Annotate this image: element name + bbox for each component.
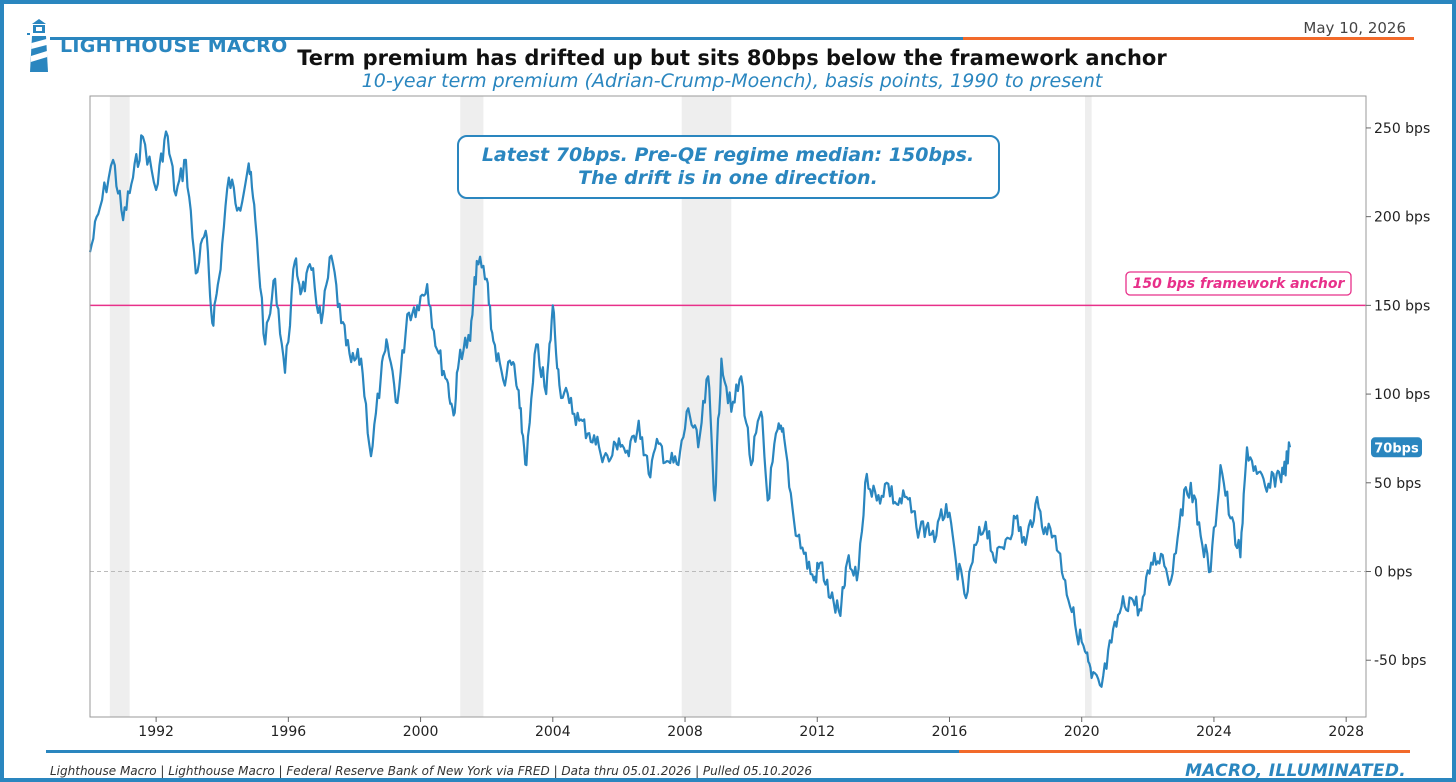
footer-rule-blue xyxy=(46,750,959,753)
annotation-box: Latest 70bps. Pre-QE regime median: 150b… xyxy=(457,135,1000,199)
x-tick-label: 2020 xyxy=(1064,724,1100,740)
x-tick-label: 2016 xyxy=(932,724,968,740)
footer-rule-orange xyxy=(959,750,1410,753)
x-tick-label: 2012 xyxy=(799,724,835,740)
y-tick-label: -50 bps xyxy=(1374,653,1426,669)
y-tick-label: 150 bps xyxy=(1374,298,1430,314)
x-axis: 1992 1996 2000 2004 2008 2012 2016 2020 2024 2028 xyxy=(138,717,1364,740)
y-tick-label: 200 bps xyxy=(1374,210,1430,226)
report-date: May 10, 2026 xyxy=(1303,19,1406,37)
last-value-text: 70bps xyxy=(1374,441,1419,456)
framework-anchor-text: 150 bps framework anchor xyxy=(1133,276,1346,292)
chart-title: Term premium has drifted up but sits 80b… xyxy=(297,46,1167,70)
framework-anchor-label: 150 bps framework anchor xyxy=(1125,271,1352,296)
annotation-line-1: Latest 70bps. Pre-QE regime median: 150b… xyxy=(482,144,974,166)
annotation-line-2: The drift is in one direction. xyxy=(578,167,878,189)
x-tick-label: 2000 xyxy=(403,724,439,740)
header-rule-blue xyxy=(50,37,963,40)
x-tick-label: 2008 xyxy=(667,724,703,740)
brand: LIGHTHOUSE MACRO xyxy=(26,18,288,74)
y-tick-label: 250 bps xyxy=(1374,121,1430,137)
y-tick-label: 0 bps xyxy=(1374,565,1412,581)
header-rule-orange xyxy=(963,37,1414,40)
x-tick-label: 1996 xyxy=(271,724,307,740)
shaded-period-0 xyxy=(109,96,130,717)
x-tick-label: 2028 xyxy=(1328,724,1364,740)
lighthouse-icon xyxy=(27,19,48,72)
plot-area xyxy=(89,95,1367,718)
source-note: Lighthouse Macro | Lighthouse Macro | Fe… xyxy=(50,764,812,778)
last-value-badge: 70bps xyxy=(1371,437,1422,458)
shaded-period-1 xyxy=(460,96,484,717)
shaded-period-2 xyxy=(681,96,732,717)
shaded-period-3 xyxy=(1085,96,1092,717)
recession-shading xyxy=(109,96,1092,717)
y-tick-label: 100 bps xyxy=(1374,387,1430,403)
x-tick-label: 2004 xyxy=(535,724,571,740)
y-axis: -50 bps 0 bps 50 bps 100 bps 150 bps 200 bps 2… xyxy=(1366,121,1430,669)
brand-name: LIGHTHOUSE MACRO xyxy=(60,35,288,57)
tagline: MACRO, ILLUMINATED. xyxy=(1185,761,1406,781)
x-tick-label: 2024 xyxy=(1196,724,1232,740)
y-tick-label: 50 bps xyxy=(1374,476,1421,492)
x-tick-label: 1992 xyxy=(138,724,174,740)
chart-subtitle: 10-year term premium (Adrian-Crump-Moenc… xyxy=(361,70,1103,92)
term-premium-line xyxy=(88,130,1292,688)
